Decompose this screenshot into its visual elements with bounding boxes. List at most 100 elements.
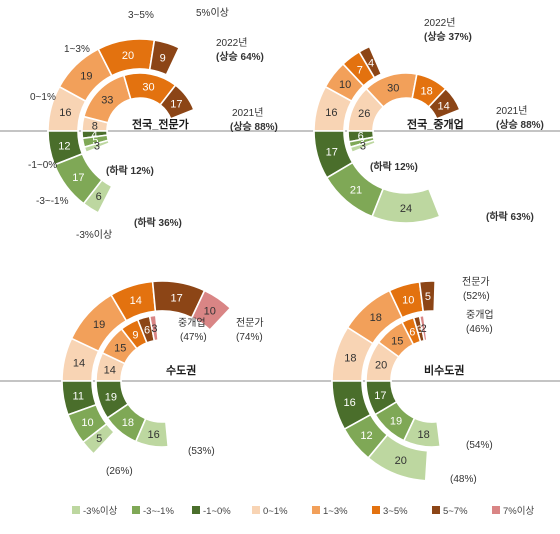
legend-swatch: [132, 506, 140, 514]
ring-note: (하락 63%): [486, 210, 534, 223]
legend-swatch: [192, 506, 200, 514]
ring-name: 2021년: [232, 107, 263, 119]
donut-segment: [427, 87, 461, 120]
segment-value-label: 7: [357, 64, 363, 76]
ring-name: 전문가: [236, 317, 264, 329]
segment-value-label: 10: [339, 79, 351, 91]
legend-swatch: [372, 506, 380, 514]
segment-value-label: 6: [144, 325, 150, 337]
ring-name: 중개업: [178, 316, 206, 329]
ring-note: (26%): [106, 466, 133, 477]
segment-value-label: 16: [148, 429, 160, 441]
donut-segment: [371, 187, 441, 224]
segment-value-label: 19: [390, 416, 402, 428]
bin-label: 3~5%: [128, 10, 154, 21]
segment-value-label: 12: [58, 140, 70, 152]
segment-value-label: 19: [80, 71, 92, 83]
segment-value-label: 8: [92, 120, 98, 132]
ring-name: 2021년: [496, 105, 527, 117]
segment-value-label: 30: [387, 82, 399, 94]
donut-segment: [349, 139, 377, 154]
segment-value-label: 6: [358, 130, 364, 142]
segment-value-label: 16: [59, 107, 71, 119]
legend-label: 3~5%: [383, 506, 408, 517]
segment-value-label: 9: [132, 330, 138, 342]
donut-segment: [418, 314, 428, 342]
segment-value-label: 5: [96, 433, 102, 445]
legend: -3%이상 -3~-1% -1~0% 0~1% 1~3% 3~5% 5~7% 7%이상: [72, 506, 534, 517]
legend-label: -3~-1%: [143, 506, 174, 517]
segment-value-label: 3: [416, 324, 422, 336]
chart-title: 비수도권: [424, 363, 464, 377]
segment-value-label: 17: [72, 172, 84, 184]
segment-value-label: 3: [360, 141, 366, 153]
segment-value-label: 12: [360, 430, 372, 442]
donut-segment: [358, 45, 383, 79]
ring-name: 중개업: [466, 308, 494, 321]
segment-value-label: 10: [81, 417, 93, 429]
donut-segment: [367, 433, 429, 482]
bin-label: -3~-1%: [36, 196, 69, 207]
ring-name: 전문가: [462, 276, 490, 288]
chart-title: 수도권: [166, 364, 196, 377]
bin-label: 1~3%: [64, 44, 90, 55]
donut-segment: [402, 417, 442, 448]
segment-value-label: 18: [418, 429, 430, 441]
segment-value-label: 17: [374, 390, 386, 402]
segment-value-label: 15: [391, 335, 403, 347]
legend-swatch: [72, 506, 80, 514]
segment-value-label: 17: [326, 146, 338, 158]
legend-swatch: [432, 506, 440, 514]
donut-segment: [81, 422, 116, 456]
segment-value-label: 20: [122, 50, 134, 62]
bin-label: 5%이상: [196, 7, 229, 19]
segment-value-label: 18: [421, 85, 433, 97]
donut-segment: [134, 417, 170, 448]
segment-value-label: 3: [94, 141, 100, 153]
segment-value-label: 20: [375, 359, 387, 371]
legend-swatch: [492, 506, 500, 514]
segment-value-label: 6: [409, 326, 415, 338]
segment-value-label: 26: [358, 108, 370, 120]
segment-value-label: 24: [400, 203, 412, 215]
segment-value-label: 6: [96, 191, 102, 203]
bin-label: -1~0%: [28, 160, 57, 171]
bin-label: -3%이상: [76, 229, 112, 241]
ring-note: (53%): [188, 446, 215, 457]
segment-value-label: 15: [114, 343, 126, 355]
donut-segment: [83, 139, 111, 154]
segment-value-label: 14: [104, 364, 116, 376]
segment-value-label: 4: [368, 57, 374, 69]
ring-name: 2022년: [216, 37, 247, 49]
segment-value-label: 17: [170, 99, 182, 111]
ring-note: (하락 36%): [134, 216, 182, 229]
chart-title: 전국_전문가: [132, 117, 189, 131]
donut-segment: [418, 280, 436, 313]
ring-note: (74%): [236, 332, 263, 343]
segment-value-label: 19: [93, 319, 105, 331]
ring-note: (46%): [466, 324, 493, 335]
panel-non-capital-area: 18 18 10 5 16 12 20 20 15 6 32 17 19 18 비수도권 전문가 (52%…: [331, 276, 494, 485]
segment-value-label: 14: [438, 100, 450, 112]
segment-value-label: 9: [160, 52, 166, 64]
segment-value-label: 21: [350, 185, 362, 197]
panel-national-agent: 16 10 74 17 21 24 26 30 18 14 633 전국_중개업 2022년 (상승…: [313, 17, 544, 224]
bin-label: 0~1%: [30, 92, 56, 103]
segment-value-label: 2: [421, 323, 427, 335]
ring-note: (47%): [180, 332, 207, 343]
legend-label: 7%이상: [503, 506, 534, 517]
donut-segment: [148, 314, 160, 342]
segment-value-label: 30: [142, 81, 154, 93]
ring-note: (상승 88%): [230, 120, 278, 133]
segment-value-label: 10: [402, 294, 414, 306]
donut-segment: [159, 84, 195, 120]
legend-label: -3%이상: [83, 506, 118, 517]
legend-label: 0~1%: [263, 506, 288, 517]
chart-title: 전국_중개업: [407, 117, 464, 131]
segment-value-label: 16: [344, 397, 356, 409]
ring-name: 2022년: [424, 17, 455, 29]
segment-value-label: 14: [73, 357, 85, 369]
segment-value-label: 3: [151, 323, 157, 335]
